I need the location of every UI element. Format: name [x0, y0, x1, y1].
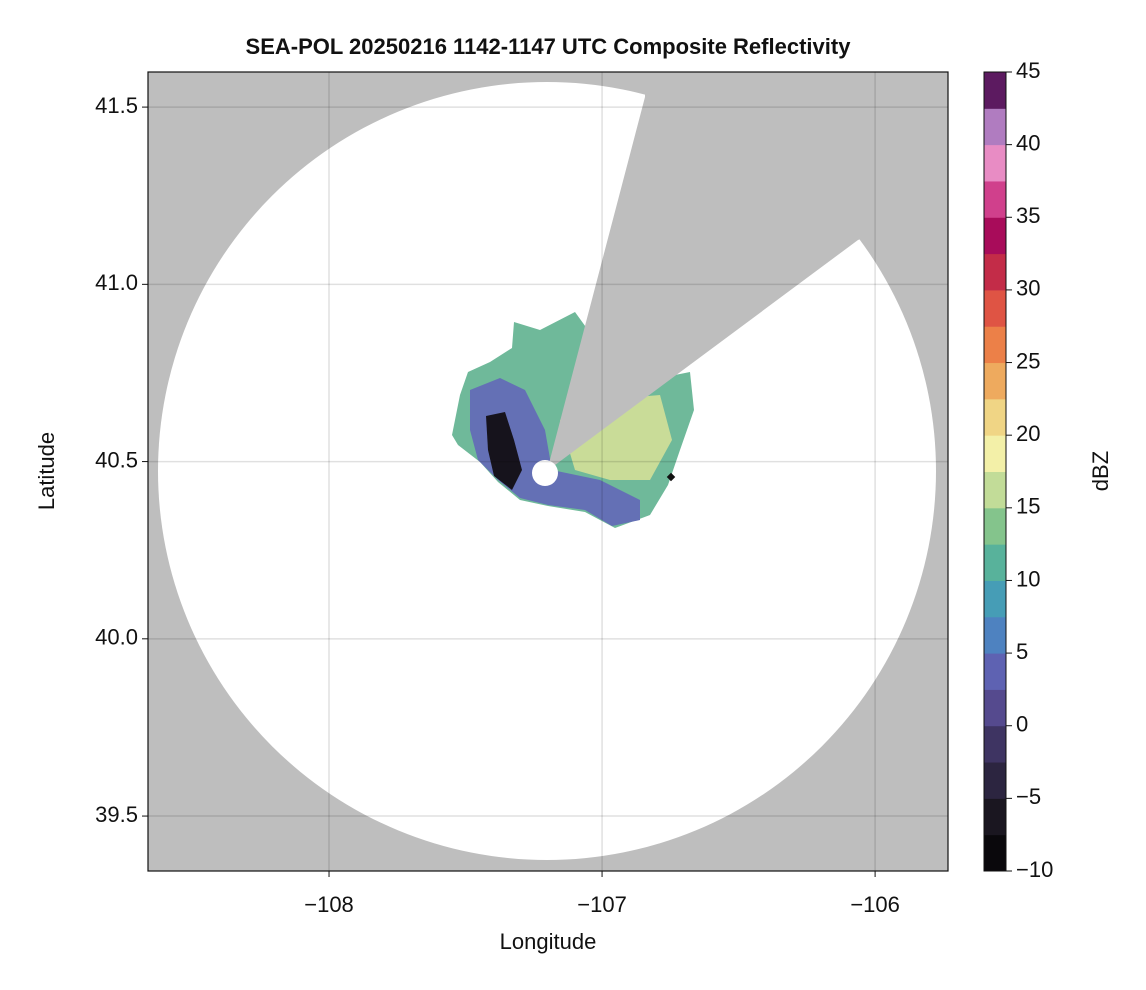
colorbar-tick-label: 15 — [1016, 494, 1040, 519]
colorbar-step — [984, 326, 1006, 364]
y-tick-label: 40.5 — [95, 447, 138, 472]
colorbar-step — [984, 544, 1006, 581]
colorbar-tick-label: 10 — [1016, 566, 1040, 591]
colorbar-step — [984, 108, 1006, 146]
colorbar-step — [984, 144, 1006, 182]
axes: −108 −107 −106 39.5 40.0 40.5 41.0 41.5 −10 −5 0 5 1… — [95, 58, 1053, 917]
colorbar-step — [984, 507, 1006, 545]
colorbar-step — [984, 616, 1006, 654]
colorbar-step — [984, 435, 1006, 472]
colorbar-step — [984, 72, 1006, 109]
x-tick-label: −108 — [304, 892, 354, 917]
colorbar-label: dBZ — [1088, 451, 1113, 491]
colorbar-step — [984, 289, 1006, 327]
colorbar-step — [984, 580, 1006, 618]
colorbar-step — [984, 834, 1006, 872]
blind-sector — [547, 72, 948, 471]
colorbar-tick-label: 5 — [1016, 639, 1028, 664]
colorbar-tick-label: −5 — [1016, 784, 1041, 809]
colorbar-step — [984, 253, 1006, 291]
colorbar-tick-label: 25 — [1016, 348, 1040, 373]
radar-center — [532, 460, 558, 486]
colorbar-tick-label: 45 — [1016, 58, 1040, 83]
y-tick-label: 40.0 — [95, 625, 138, 650]
colorbar-tick-label: 40 — [1016, 130, 1040, 155]
colorbar-step — [984, 653, 1006, 690]
colorbar-tick-label: −10 — [1016, 857, 1053, 882]
plot-frame — [147, 71, 949, 872]
colorbar-step — [984, 471, 1006, 509]
colorbar-step — [984, 762, 1006, 799]
echo-pixel — [666, 472, 676, 482]
plot-area — [148, 72, 948, 871]
y-tick-label: 41.0 — [95, 270, 138, 295]
x-tick-label: −107 — [577, 892, 627, 917]
colorbar-step — [984, 362, 1006, 400]
colorbar-frame — [983, 71, 1007, 872]
y-tick-label: 39.5 — [95, 802, 138, 827]
colorbar-tick-label: 20 — [1016, 421, 1040, 446]
colorbar-step — [984, 180, 1006, 218]
colorbar-step — [984, 398, 1006, 436]
y-tick-label: 41.5 — [95, 93, 138, 118]
y-axis-label: Latitude — [34, 432, 59, 510]
chart-title: SEA-POL 20250216 1142-1147 UTC Composite… — [246, 34, 852, 59]
colorbar-tick-label: 0 — [1016, 712, 1028, 737]
colorbar-tick-label: 35 — [1016, 203, 1040, 228]
colorbar-step — [984, 725, 1006, 763]
colorbar-step — [984, 798, 1006, 836]
x-axis-label: Longitude — [500, 929, 597, 954]
colorbar-step — [984, 689, 1006, 727]
colorbar-tick-label: 30 — [1016, 276, 1040, 301]
echo-region — [486, 412, 522, 490]
colorbar-step — [984, 217, 1006, 255]
x-tick-label: −106 — [850, 892, 900, 917]
